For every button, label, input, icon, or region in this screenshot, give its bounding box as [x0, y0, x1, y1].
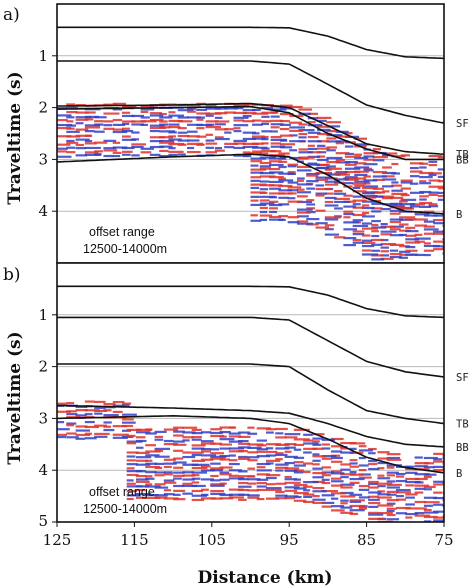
panel-b-frame	[56, 262, 445, 523]
panel-a-annotation-line-2: 12500-14000m	[83, 242, 167, 256]
x-tick-label: 95	[280, 531, 299, 549]
panel-b-y-ticks: 1 2 3 4 5	[38, 306, 57, 530]
horizon-line	[57, 105, 444, 161]
y-tick-label: 1	[38, 306, 48, 324]
panel-a-annotation-line-1: offset range	[89, 225, 155, 239]
x-axis-ticks: 125 115 105 95 85 75	[43, 522, 454, 549]
y-tick-label: 1	[38, 47, 48, 65]
panel-b-annotation-line-2: 12500-14000m	[83, 502, 167, 516]
y-tick-label: 2	[38, 358, 48, 376]
horizon-label: B	[456, 209, 462, 221]
horizon-label: BB	[456, 154, 469, 166]
panel-b-annotation-line-1: offset range	[89, 485, 155, 499]
horizon-line	[57, 363, 444, 425]
horizon-line	[57, 404, 444, 448]
panel-b-label: b)	[3, 265, 21, 285]
y-tick-label: 4	[38, 202, 48, 220]
horizon-line	[57, 26, 444, 60]
x-tick-label: 125	[43, 531, 72, 549]
x-tick-label: 105	[197, 531, 226, 549]
x-axis-title: Distance (km)	[198, 568, 333, 588]
panel-a-label: a)	[3, 5, 20, 25]
panel-a-y-axis-title: Traveltime (s)	[5, 71, 25, 204]
x-tick-label: 75	[434, 531, 453, 549]
panel-b-y-axis-title: Traveltime (s)	[5, 331, 25, 464]
horizon-line	[57, 60, 444, 124]
y-tick-label: 3	[38, 409, 48, 427]
panel-a-horizons	[57, 26, 444, 215]
y-tick-label: 4	[38, 461, 48, 479]
panel-a-y-ticks: 1 2 3 4	[38, 47, 57, 220]
horizon-line	[57, 285, 444, 319]
y-tick-label: 3	[38, 150, 48, 168]
panel-b-horizons	[57, 285, 444, 474]
panel-b-grid	[57, 314, 444, 471]
horizon-label: SF	[456, 372, 469, 384]
horizon-label: SF	[456, 118, 469, 130]
horizon-line	[57, 102, 444, 155]
horizon-label: TB	[456, 149, 469, 161]
x-tick-label: 115	[120, 531, 149, 549]
horizon-line	[57, 414, 444, 474]
panel-b-seismic-events	[57, 400, 444, 522]
horizon-line	[57, 153, 444, 215]
y-tick-label: 5	[38, 512, 48, 530]
horizon-label: B	[456, 468, 462, 480]
y-tick-label: 2	[38, 99, 48, 117]
horizon-label: BB	[456, 442, 469, 454]
horizon-line	[57, 316, 444, 378]
horizon-label: TB	[456, 419, 469, 431]
x-tick-label: 85	[357, 531, 376, 549]
